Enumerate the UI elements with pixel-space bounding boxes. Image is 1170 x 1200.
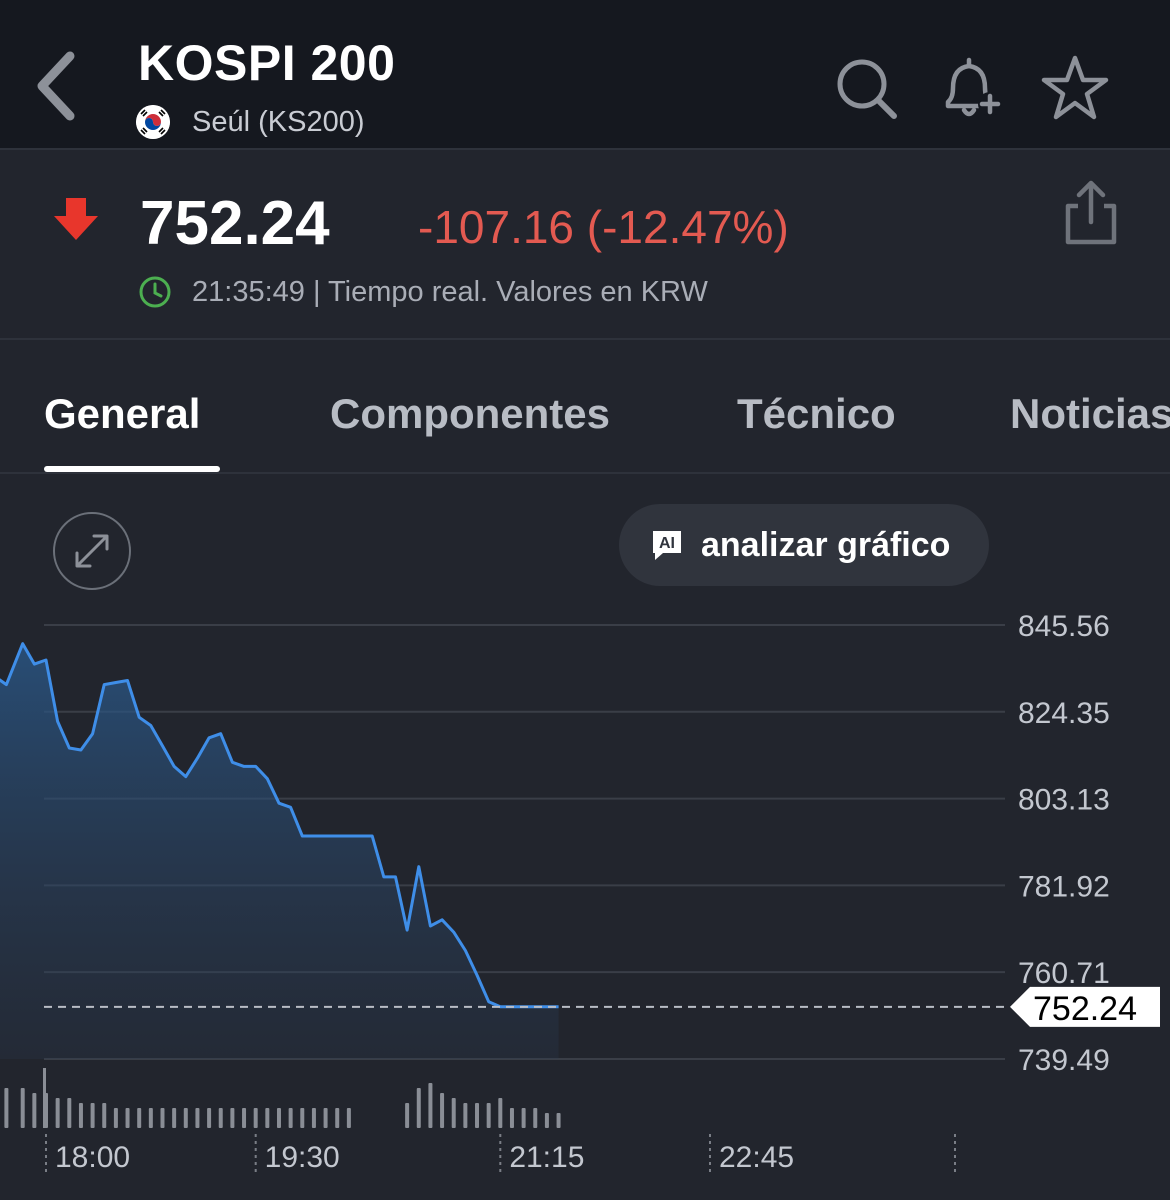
share-button[interactable] [1058,178,1124,248]
tab-tecnico[interactable]: Técnico [737,390,896,437]
tab-general[interactable]: General [44,390,201,437]
price-line [0,642,559,1009]
volume-bar [346,1108,351,1128]
y-tick-label: 781.92 [1018,870,1110,903]
volume-bar [242,1108,247,1128]
search-button[interactable] [832,54,902,124]
volume-bar [218,1108,223,1128]
y-tick-label: 845.56 [1018,610,1110,643]
y-tick-label: 760.71 [1018,957,1110,990]
price-chart[interactable]: 845.56 824.35 803.13 781.92 760.71 739.49 752.… [0,600,1170,1200]
volume-bar [195,1108,200,1128]
search-icon [837,59,897,119]
volume-bar [253,1108,258,1128]
volume-bar [148,1108,153,1128]
volume-bar [20,1088,25,1128]
volume-bar [533,1108,538,1128]
last-price-label: 752.24 [1033,990,1137,1028]
volume-bar [78,1103,83,1128]
volume-bar [276,1108,281,1128]
expand-chart-button[interactable] [53,512,131,590]
volume-bar [486,1103,491,1128]
volume-bar [55,1098,60,1128]
current-price: 752.24 [140,189,330,258]
y-tick-label: 803.13 [1018,784,1110,817]
volume-bar [451,1098,456,1128]
back-button[interactable] [28,48,88,128]
arrow-down-icon [52,194,100,244]
volume-bar [32,1093,37,1128]
tab-noticias[interactable]: Noticias [1010,390,1170,437]
x-tick-label: 21:15 [509,1141,584,1174]
volume-bar [102,1103,107,1128]
last-price-marker [1010,986,1160,1027]
volume-bar [335,1108,340,1128]
volume-bar [509,1108,514,1128]
ai-chat-icon: AI [653,531,681,560]
analyze-chart-button[interactable]: AI analizar gráfico [619,504,989,586]
volume-bar [160,1108,165,1128]
volume-bar [288,1108,293,1128]
y-tick-label: 739.49 [1018,1044,1110,1077]
share-icon [1065,180,1117,245]
price-change: -107.16 (-12.47%) [418,201,789,253]
volume-bar [43,1068,46,1128]
star-icon [1041,55,1109,120]
volume-bar [416,1088,421,1128]
price-area [0,643,559,1059]
volume-bar [311,1108,316,1128]
exchange-info: Seúl (KS200) [136,104,365,140]
volume-bar [207,1108,212,1128]
volume-bar [323,1108,328,1128]
volume-bar [230,1108,235,1128]
add-alert-button[interactable] [936,54,1006,124]
bell-plus-icon [945,57,1002,117]
active-tab-indicator [44,466,220,472]
y-tick-label: 824.35 [1018,697,1110,730]
volume-bar [67,1098,72,1128]
chevron-left-icon [37,51,75,121]
svg-text:AI: AI [659,535,675,552]
quote-timestamp: 21:35:49 | Tiempo real. Valores en KRW [138,272,708,312]
top-bar: KOSPI 200 Seúl (KS200) [0,0,1170,150]
volume-bar [440,1093,445,1128]
volume-bar [463,1103,468,1128]
timestamp-label: 21:35:49 | Tiempo real. Valores en KRW [192,275,708,308]
volume-bar [544,1113,549,1128]
x-tick-label: 19:30 [265,1141,340,1174]
expand-icon [75,534,109,568]
volume-bar [113,1108,118,1128]
volume-bar [125,1108,130,1128]
x-tick-label: 18:00 [55,1141,130,1174]
volume-bar [183,1108,188,1128]
page-title: KOSPI 200 [138,35,396,91]
volume-bar [172,1108,177,1128]
analyze-chart-label: analizar gráfico [701,525,951,564]
x-tick-label: 22:45 [719,1141,794,1174]
volume-bar [4,1088,9,1128]
volume-bar [498,1098,503,1128]
volume-bar [475,1103,480,1128]
volume-bar [300,1108,305,1128]
watchlist-star-button[interactable] [1040,54,1110,124]
volume-bar [265,1108,270,1128]
quote-panel: 752.24 -107.16 (-12.47%) 21:35:49 | Tiem… [0,152,1170,340]
clock-icon [139,276,171,308]
volume-bar [428,1083,433,1128]
tab-bar: General Componentes Técnico Noticias [0,342,1170,474]
volume-bar [556,1113,561,1128]
volume-bar [90,1103,95,1128]
exchange-label: Seúl (KS200) [192,105,365,138]
volume-bar [137,1108,142,1128]
volume-bar [521,1108,526,1128]
tab-componentes[interactable]: Componentes [330,390,611,437]
volume-bar [405,1103,410,1128]
south-korea-flag-icon [136,105,170,139]
